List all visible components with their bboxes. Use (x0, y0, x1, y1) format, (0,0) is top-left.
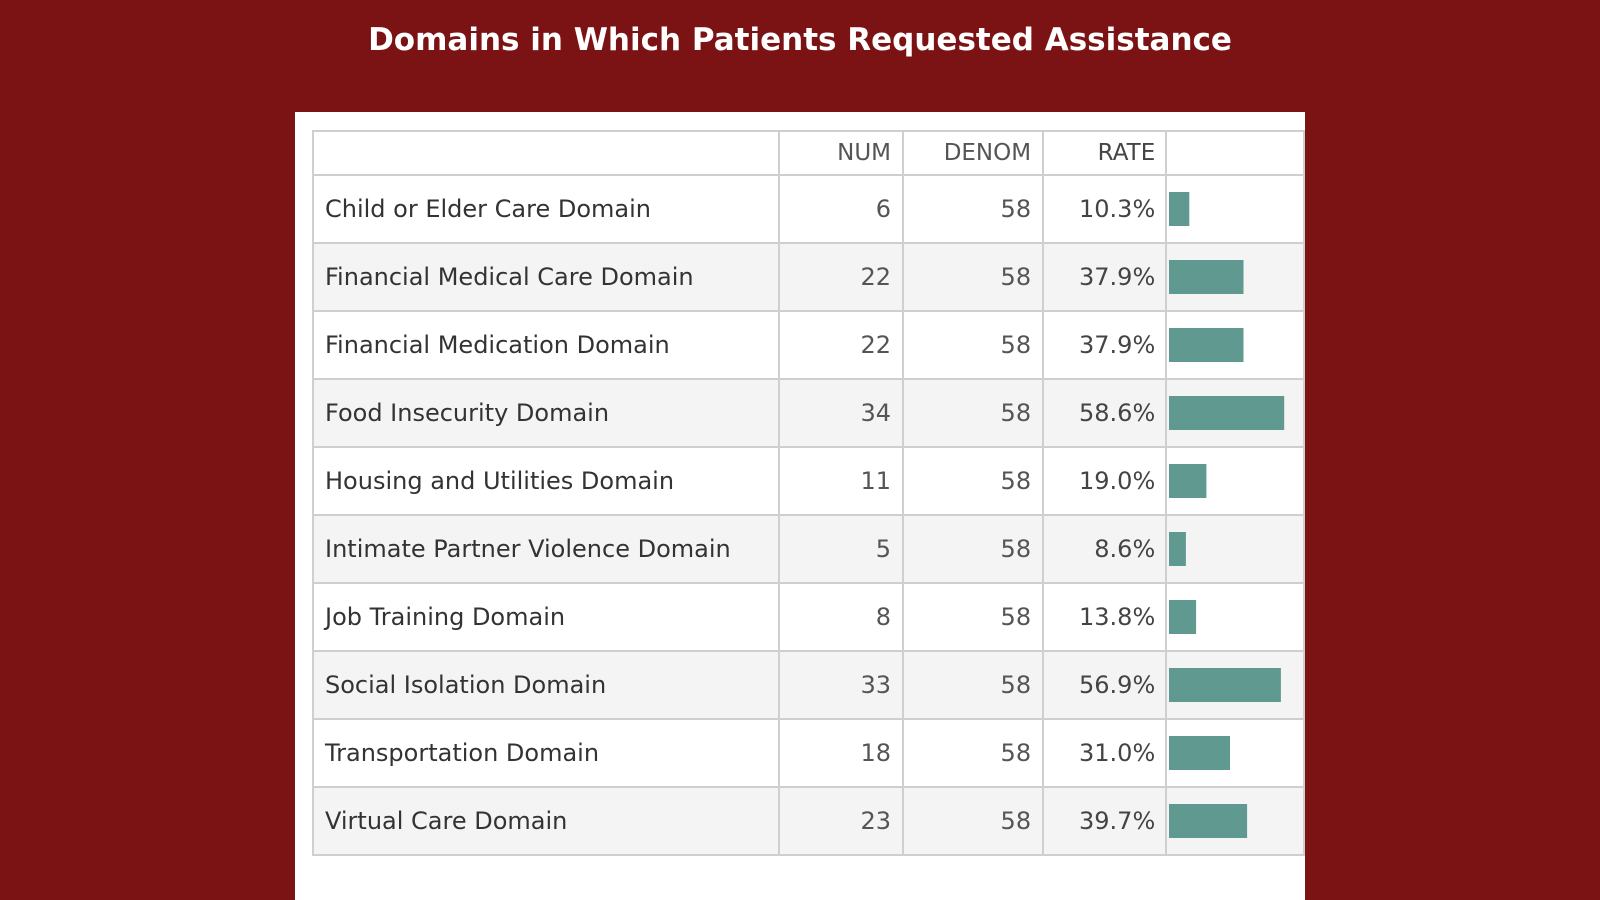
denom-value: 58 (902, 446, 1045, 516)
row-label: Child or Elder Care Domain (311, 174, 781, 244)
num-value: 22 (778, 310, 905, 380)
table-body: Child or Elder Care Domain 6 58 10.3% Financ… (311, 174, 1305, 856)
rate-bar-chart (1169, 328, 1244, 362)
num-value: 11 (778, 446, 905, 516)
rate-value: 39.7% (1042, 786, 1168, 856)
rate-bar (1169, 192, 1190, 226)
header-bar (1165, 130, 1305, 176)
data-table: NUM DENOM RATE Child or Elder Care Domai… (311, 130, 1305, 856)
denom-value: 58 (902, 718, 1045, 788)
table-row: Social Isolation Domain 33 58 56.9% (311, 650, 1305, 720)
denom-value: 58 (902, 378, 1045, 448)
num-value: 18 (778, 718, 905, 788)
denom-value: 58 (902, 786, 1045, 856)
header-rate: RATE (1042, 130, 1168, 176)
table-row: Virtual Care Domain 23 58 39.7% (311, 786, 1305, 856)
num-value: 23 (778, 786, 905, 856)
rate-bar-chart (1169, 804, 1248, 838)
row-label: Transportation Domain (311, 718, 781, 788)
denom-value: 58 (902, 310, 1045, 380)
rate-value: 58.6% (1042, 378, 1168, 448)
denom-value: 58 (902, 242, 1045, 312)
row-label: Social Isolation Domain (311, 650, 781, 720)
bar-cell (1165, 310, 1305, 380)
bar-cell (1165, 514, 1305, 584)
rate-value: 37.9% (1042, 242, 1168, 312)
denom-value: 58 (902, 514, 1045, 584)
rate-value: 13.8% (1042, 582, 1168, 652)
table-row: Financial Medication Domain 22 58 37.9% (311, 310, 1305, 380)
num-value: 8 (778, 582, 905, 652)
table-row: Job Training Domain 8 58 13.8% (311, 582, 1305, 652)
rate-value: 10.3% (1042, 174, 1168, 244)
rate-bar-chart (1169, 668, 1282, 702)
row-label: Food Insecurity Domain (311, 378, 781, 448)
table-row: Intimate Partner Violence Domain 5 58 8.6% (311, 514, 1305, 584)
rate-bar-chart (1169, 532, 1187, 566)
header-row: NUM DENOM RATE (311, 130, 1305, 176)
table-panel: NUM DENOM RATE Child or Elder Care Domai… (295, 112, 1305, 900)
rate-value: 37.9% (1042, 310, 1168, 380)
bar-cell (1165, 446, 1305, 516)
rate-bar-chart (1169, 736, 1231, 770)
bar-cell (1165, 378, 1305, 448)
rate-bar (1169, 804, 1248, 838)
bar-cell (1165, 582, 1305, 652)
row-label: Financial Medication Domain (311, 310, 781, 380)
table-row: Food Insecurity Domain 34 58 58.6% (311, 378, 1305, 448)
row-label: Job Training Domain (311, 582, 781, 652)
bar-cell (1165, 650, 1305, 720)
rate-bar-chart (1169, 396, 1285, 430)
rate-bar-chart (1169, 260, 1244, 294)
num-value: 33 (778, 650, 905, 720)
rate-bar (1169, 532, 1187, 566)
header-denom: DENOM (902, 130, 1045, 176)
bar-cell (1165, 242, 1305, 312)
rate-bar (1169, 396, 1285, 430)
rate-bar (1169, 736, 1231, 770)
num-value: 34 (778, 378, 905, 448)
num-value: 5 (778, 514, 905, 584)
rate-bar-chart (1169, 600, 1197, 634)
rate-bar-chart (1169, 192, 1190, 226)
table-row: Transportation Domain 18 58 31.0% (311, 718, 1305, 788)
rate-bar-chart (1169, 464, 1207, 498)
rate-value: 56.9% (1042, 650, 1168, 720)
num-value: 6 (778, 174, 905, 244)
rate-bar (1169, 328, 1244, 362)
table-row: Child or Elder Care Domain 6 58 10.3% (311, 174, 1305, 244)
rate-value: 8.6% (1042, 514, 1168, 584)
row-label: Virtual Care Domain (311, 786, 781, 856)
denom-value: 58 (902, 174, 1045, 244)
rate-bar (1169, 668, 1282, 702)
header-label (311, 130, 781, 176)
row-label: Intimate Partner Violence Domain (311, 514, 781, 584)
row-label: Financial Medical Care Domain (311, 242, 781, 312)
num-value: 22 (778, 242, 905, 312)
bar-cell (1165, 718, 1305, 788)
rate-bar (1169, 600, 1197, 634)
row-label: Housing and Utilities Domain (311, 446, 781, 516)
bar-cell (1165, 174, 1305, 244)
table-row: Housing and Utilities Domain 11 58 19.0% (311, 446, 1305, 516)
rate-bar (1169, 464, 1207, 498)
rate-bar (1169, 260, 1244, 294)
header-num: NUM (778, 130, 905, 176)
table-row: Financial Medical Care Domain 22 58 37.9% (311, 242, 1305, 312)
bar-cell (1165, 786, 1305, 856)
denom-value: 58 (902, 650, 1045, 720)
rate-value: 19.0% (1042, 446, 1168, 516)
chart-title: Domains in Which Patients Requested Assi… (368, 22, 1232, 58)
rate-value: 31.0% (1042, 718, 1168, 788)
denom-value: 58 (902, 582, 1045, 652)
